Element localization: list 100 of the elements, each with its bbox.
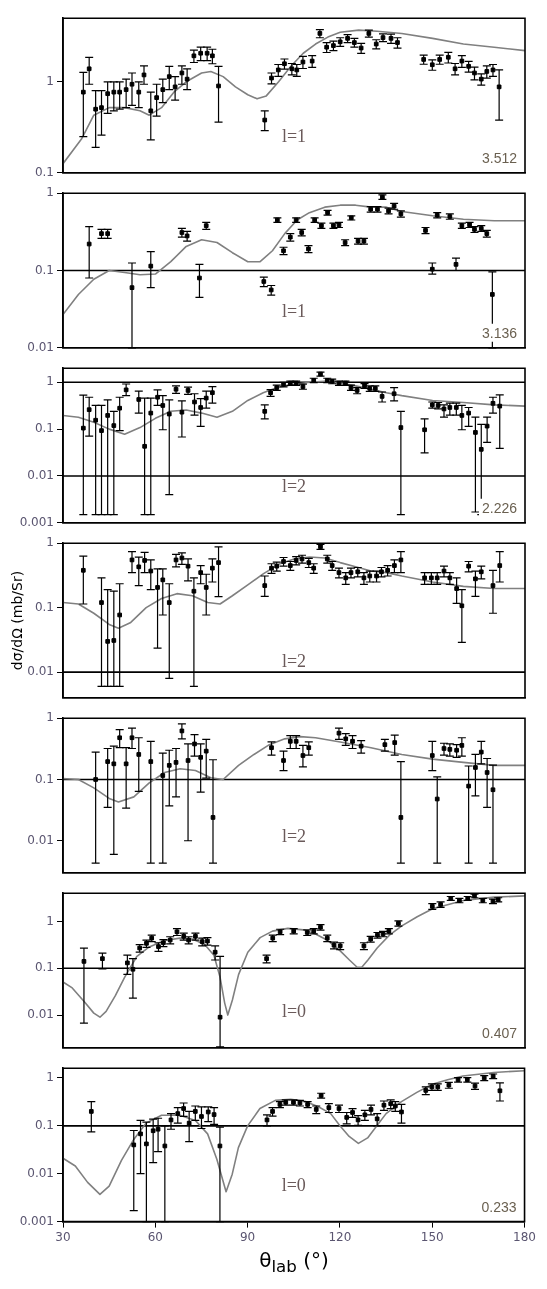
- annotation: l=2: [281, 475, 307, 496]
- y-tick-label: 0.01: [27, 1007, 54, 1022]
- point: [478, 749, 484, 755]
- point: [136, 397, 142, 402]
- y-tick-label: 1: [46, 710, 54, 725]
- point: [429, 753, 435, 758]
- x-tick-label: 30: [55, 1229, 71, 1244]
- point: [497, 403, 503, 409]
- point: [117, 735, 123, 741]
- y-tick-label: 0.1: [34, 164, 54, 179]
- x-tick-label: 120: [328, 1229, 352, 1244]
- point: [447, 405, 453, 410]
- point: [142, 443, 147, 449]
- y-axis-title: dσ/dΩ (mb/Sr): [9, 570, 26, 671]
- y-tick-label: 0.01: [27, 832, 54, 847]
- annotation: l=2: [281, 650, 307, 671]
- x-tick-label: 180: [513, 1229, 536, 1244]
- point: [392, 563, 397, 568]
- point: [262, 583, 268, 588]
- x-tick-label: 60: [147, 1229, 163, 1244]
- point: [269, 745, 274, 751]
- point: [478, 447, 484, 452]
- point: [166, 600, 172, 605]
- y-tick-label: 0.001: [19, 1213, 54, 1228]
- point: [166, 763, 172, 768]
- y-tick-label: 0.1: [34, 262, 54, 277]
- point: [80, 425, 86, 431]
- point: [453, 405, 459, 410]
- point: [262, 408, 268, 414]
- point: [198, 405, 204, 410]
- point: [111, 423, 117, 428]
- point: [166, 411, 172, 417]
- y-tick-label: 0.01: [27, 1165, 54, 1180]
- point: [466, 410, 471, 416]
- point: [281, 758, 286, 763]
- point: [93, 417, 98, 423]
- point: [148, 759, 154, 764]
- point: [434, 796, 440, 802]
- point: [86, 407, 92, 413]
- point: [210, 565, 215, 571]
- annotation: l=0: [281, 1174, 306, 1195]
- point: [454, 586, 459, 591]
- annotation: 3.512: [481, 149, 518, 166]
- point: [148, 410, 154, 416]
- point: [136, 564, 142, 570]
- point: [99, 428, 104, 433]
- point: [429, 575, 434, 581]
- point: [203, 395, 209, 401]
- annotation: l=1: [281, 125, 307, 146]
- annotation: 3.136: [481, 324, 518, 341]
- y-tick-label: 0.01: [27, 468, 54, 483]
- point: [497, 563, 503, 568]
- point: [422, 575, 427, 581]
- point: [142, 558, 147, 563]
- y-tick-label: 0.01: [27, 339, 54, 354]
- y-tick-label: 0.001: [19, 514, 54, 529]
- point: [473, 765, 478, 770]
- annotation: 0.407: [481, 1024, 518, 1041]
- point: [148, 568, 154, 574]
- point: [306, 745, 312, 751]
- point: [293, 738, 299, 744]
- y-tick-label: 1: [46, 1070, 54, 1085]
- y-tick-label: 0.01: [27, 664, 54, 679]
- point: [447, 747, 453, 752]
- point: [192, 741, 197, 747]
- point: [350, 738, 355, 744]
- y-tick-label: 1: [46, 185, 54, 200]
- point: [111, 761, 117, 767]
- annotation: l=1: [281, 300, 307, 321]
- y-tick-label: 1: [46, 535, 54, 550]
- point: [478, 569, 484, 575]
- point: [155, 394, 160, 400]
- point: [343, 736, 349, 742]
- point: [117, 405, 123, 411]
- y-tick-label: 0.1: [34, 771, 54, 786]
- annotation: 0.233: [481, 1198, 517, 1215]
- point: [434, 575, 440, 581]
- point: [160, 577, 166, 583]
- y-tick-label: 1: [46, 73, 54, 88]
- annotation: l=2: [281, 825, 307, 846]
- point: [216, 560, 221, 565]
- y-tick-label: 0.1: [34, 599, 54, 614]
- point: [105, 639, 110, 644]
- point: [155, 585, 160, 590]
- point: [99, 600, 104, 605]
- point: [80, 567, 86, 573]
- point: [454, 747, 459, 753]
- y-tick-label: 1: [46, 374, 54, 389]
- point: [203, 585, 209, 590]
- point: [160, 773, 166, 778]
- point: [422, 427, 427, 433]
- point: [392, 740, 398, 745]
- annotation: 2.226: [481, 499, 518, 516]
- point: [473, 576, 478, 582]
- point: [105, 413, 110, 418]
- point: [210, 390, 215, 396]
- point: [466, 783, 471, 789]
- point: [111, 638, 117, 643]
- annotation: l=0: [281, 1000, 307, 1021]
- y-tick-label: 0.1: [34, 1117, 54, 1132]
